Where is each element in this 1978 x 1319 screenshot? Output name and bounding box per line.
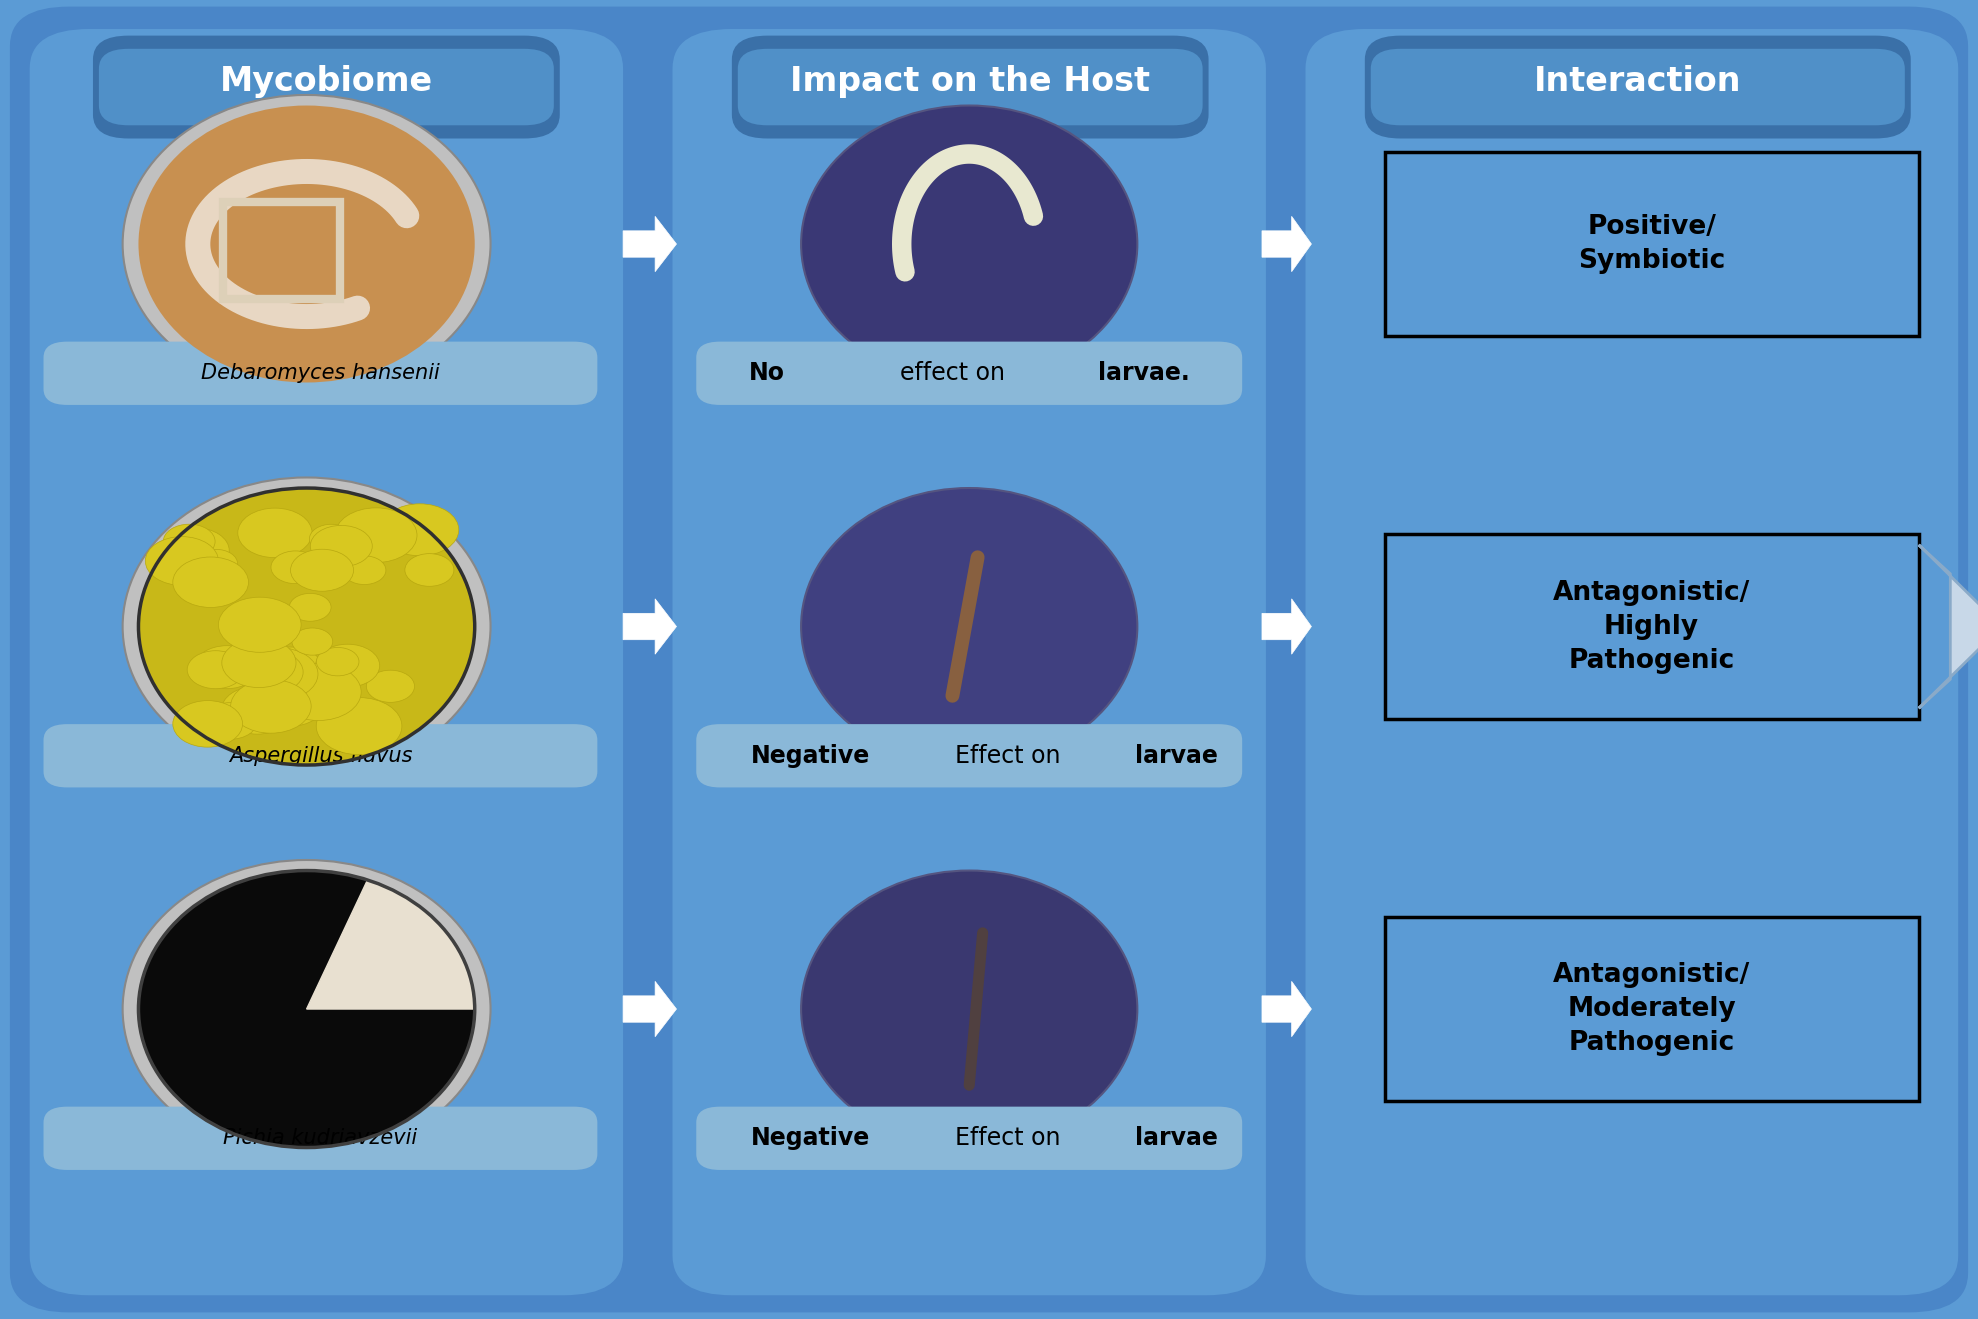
Text: Negative: Negative: [752, 1126, 870, 1150]
Ellipse shape: [311, 525, 372, 567]
Ellipse shape: [334, 508, 417, 563]
Polygon shape: [1262, 216, 1311, 272]
Ellipse shape: [313, 681, 354, 710]
Ellipse shape: [222, 638, 297, 687]
FancyBboxPatch shape: [696, 1107, 1242, 1170]
Ellipse shape: [382, 504, 459, 555]
FancyBboxPatch shape: [93, 36, 560, 138]
Text: Positive/
Symbiotic: Positive/ Symbiotic: [1578, 214, 1725, 274]
Bar: [222, 202, 340, 299]
Ellipse shape: [138, 871, 475, 1148]
Ellipse shape: [275, 663, 362, 720]
FancyBboxPatch shape: [44, 724, 597, 787]
Ellipse shape: [237, 508, 313, 558]
FancyBboxPatch shape: [1305, 29, 1958, 1295]
Ellipse shape: [309, 524, 354, 554]
Ellipse shape: [255, 648, 324, 692]
FancyBboxPatch shape: [10, 7, 1968, 1312]
Bar: [1385, 534, 1919, 719]
Ellipse shape: [801, 871, 1137, 1148]
Text: Aspergillus flavus: Aspergillus flavus: [229, 745, 411, 766]
Ellipse shape: [123, 860, 491, 1158]
Bar: [1385, 152, 1919, 336]
FancyBboxPatch shape: [30, 29, 623, 1295]
Ellipse shape: [289, 594, 330, 621]
Text: larvae: larvae: [1135, 744, 1218, 768]
Bar: [1385, 917, 1919, 1101]
FancyBboxPatch shape: [44, 342, 597, 405]
Ellipse shape: [239, 648, 318, 700]
Ellipse shape: [316, 698, 402, 754]
Text: Debaromyces hansenii: Debaromyces hansenii: [202, 363, 439, 384]
Ellipse shape: [315, 644, 380, 687]
Text: effect on: effect on: [900, 361, 1005, 385]
Ellipse shape: [138, 106, 475, 383]
Ellipse shape: [801, 488, 1137, 765]
Ellipse shape: [801, 106, 1137, 383]
Ellipse shape: [309, 682, 354, 714]
Ellipse shape: [172, 557, 249, 608]
Text: larvae: larvae: [1135, 1126, 1218, 1150]
Ellipse shape: [138, 488, 475, 765]
Polygon shape: [1262, 981, 1311, 1037]
Polygon shape: [623, 216, 676, 272]
Ellipse shape: [316, 648, 358, 675]
Ellipse shape: [123, 477, 491, 776]
Ellipse shape: [342, 555, 386, 584]
Ellipse shape: [123, 95, 491, 393]
Text: Negative: Negative: [752, 744, 870, 768]
Text: No: No: [750, 361, 785, 385]
Ellipse shape: [160, 528, 229, 574]
Polygon shape: [623, 599, 676, 654]
Text: Impact on the Host: Impact on the Host: [789, 65, 1151, 99]
Ellipse shape: [237, 650, 303, 694]
Ellipse shape: [291, 549, 354, 591]
Ellipse shape: [366, 670, 415, 702]
Ellipse shape: [293, 628, 332, 656]
Ellipse shape: [271, 551, 320, 583]
Ellipse shape: [144, 537, 218, 586]
Ellipse shape: [259, 685, 322, 725]
FancyBboxPatch shape: [738, 49, 1203, 125]
Text: Effect on: Effect on: [955, 744, 1060, 768]
Polygon shape: [1262, 599, 1311, 654]
Text: Antagonistic/
Highly
Pathogenic: Antagonistic/ Highly Pathogenic: [1553, 579, 1751, 674]
FancyBboxPatch shape: [44, 1107, 597, 1170]
Text: Interaction: Interaction: [1535, 65, 1741, 99]
Ellipse shape: [164, 524, 216, 559]
Text: Antagonistic/
Moderately
Pathogenic: Antagonistic/ Moderately Pathogenic: [1553, 962, 1751, 1057]
Ellipse shape: [405, 554, 453, 587]
FancyBboxPatch shape: [1365, 36, 1911, 138]
FancyBboxPatch shape: [696, 724, 1242, 787]
FancyBboxPatch shape: [673, 29, 1266, 1295]
FancyBboxPatch shape: [696, 342, 1242, 405]
Polygon shape: [307, 880, 475, 1009]
Ellipse shape: [202, 703, 257, 740]
FancyBboxPatch shape: [1371, 49, 1905, 125]
Text: Effect on: Effect on: [955, 1126, 1060, 1150]
FancyBboxPatch shape: [732, 36, 1209, 138]
Ellipse shape: [231, 679, 311, 733]
Polygon shape: [623, 981, 676, 1037]
Ellipse shape: [194, 646, 259, 689]
Polygon shape: [1919, 545, 1978, 708]
Text: Mycobiome: Mycobiome: [220, 65, 433, 99]
Ellipse shape: [218, 598, 301, 653]
Ellipse shape: [194, 550, 237, 578]
Text: Pichia kudriavzevii: Pichia kudriavzevii: [224, 1128, 417, 1149]
Ellipse shape: [172, 700, 243, 747]
Ellipse shape: [222, 686, 293, 735]
Ellipse shape: [188, 650, 243, 689]
FancyBboxPatch shape: [99, 49, 554, 125]
Text: larvae.: larvae.: [1098, 361, 1191, 385]
